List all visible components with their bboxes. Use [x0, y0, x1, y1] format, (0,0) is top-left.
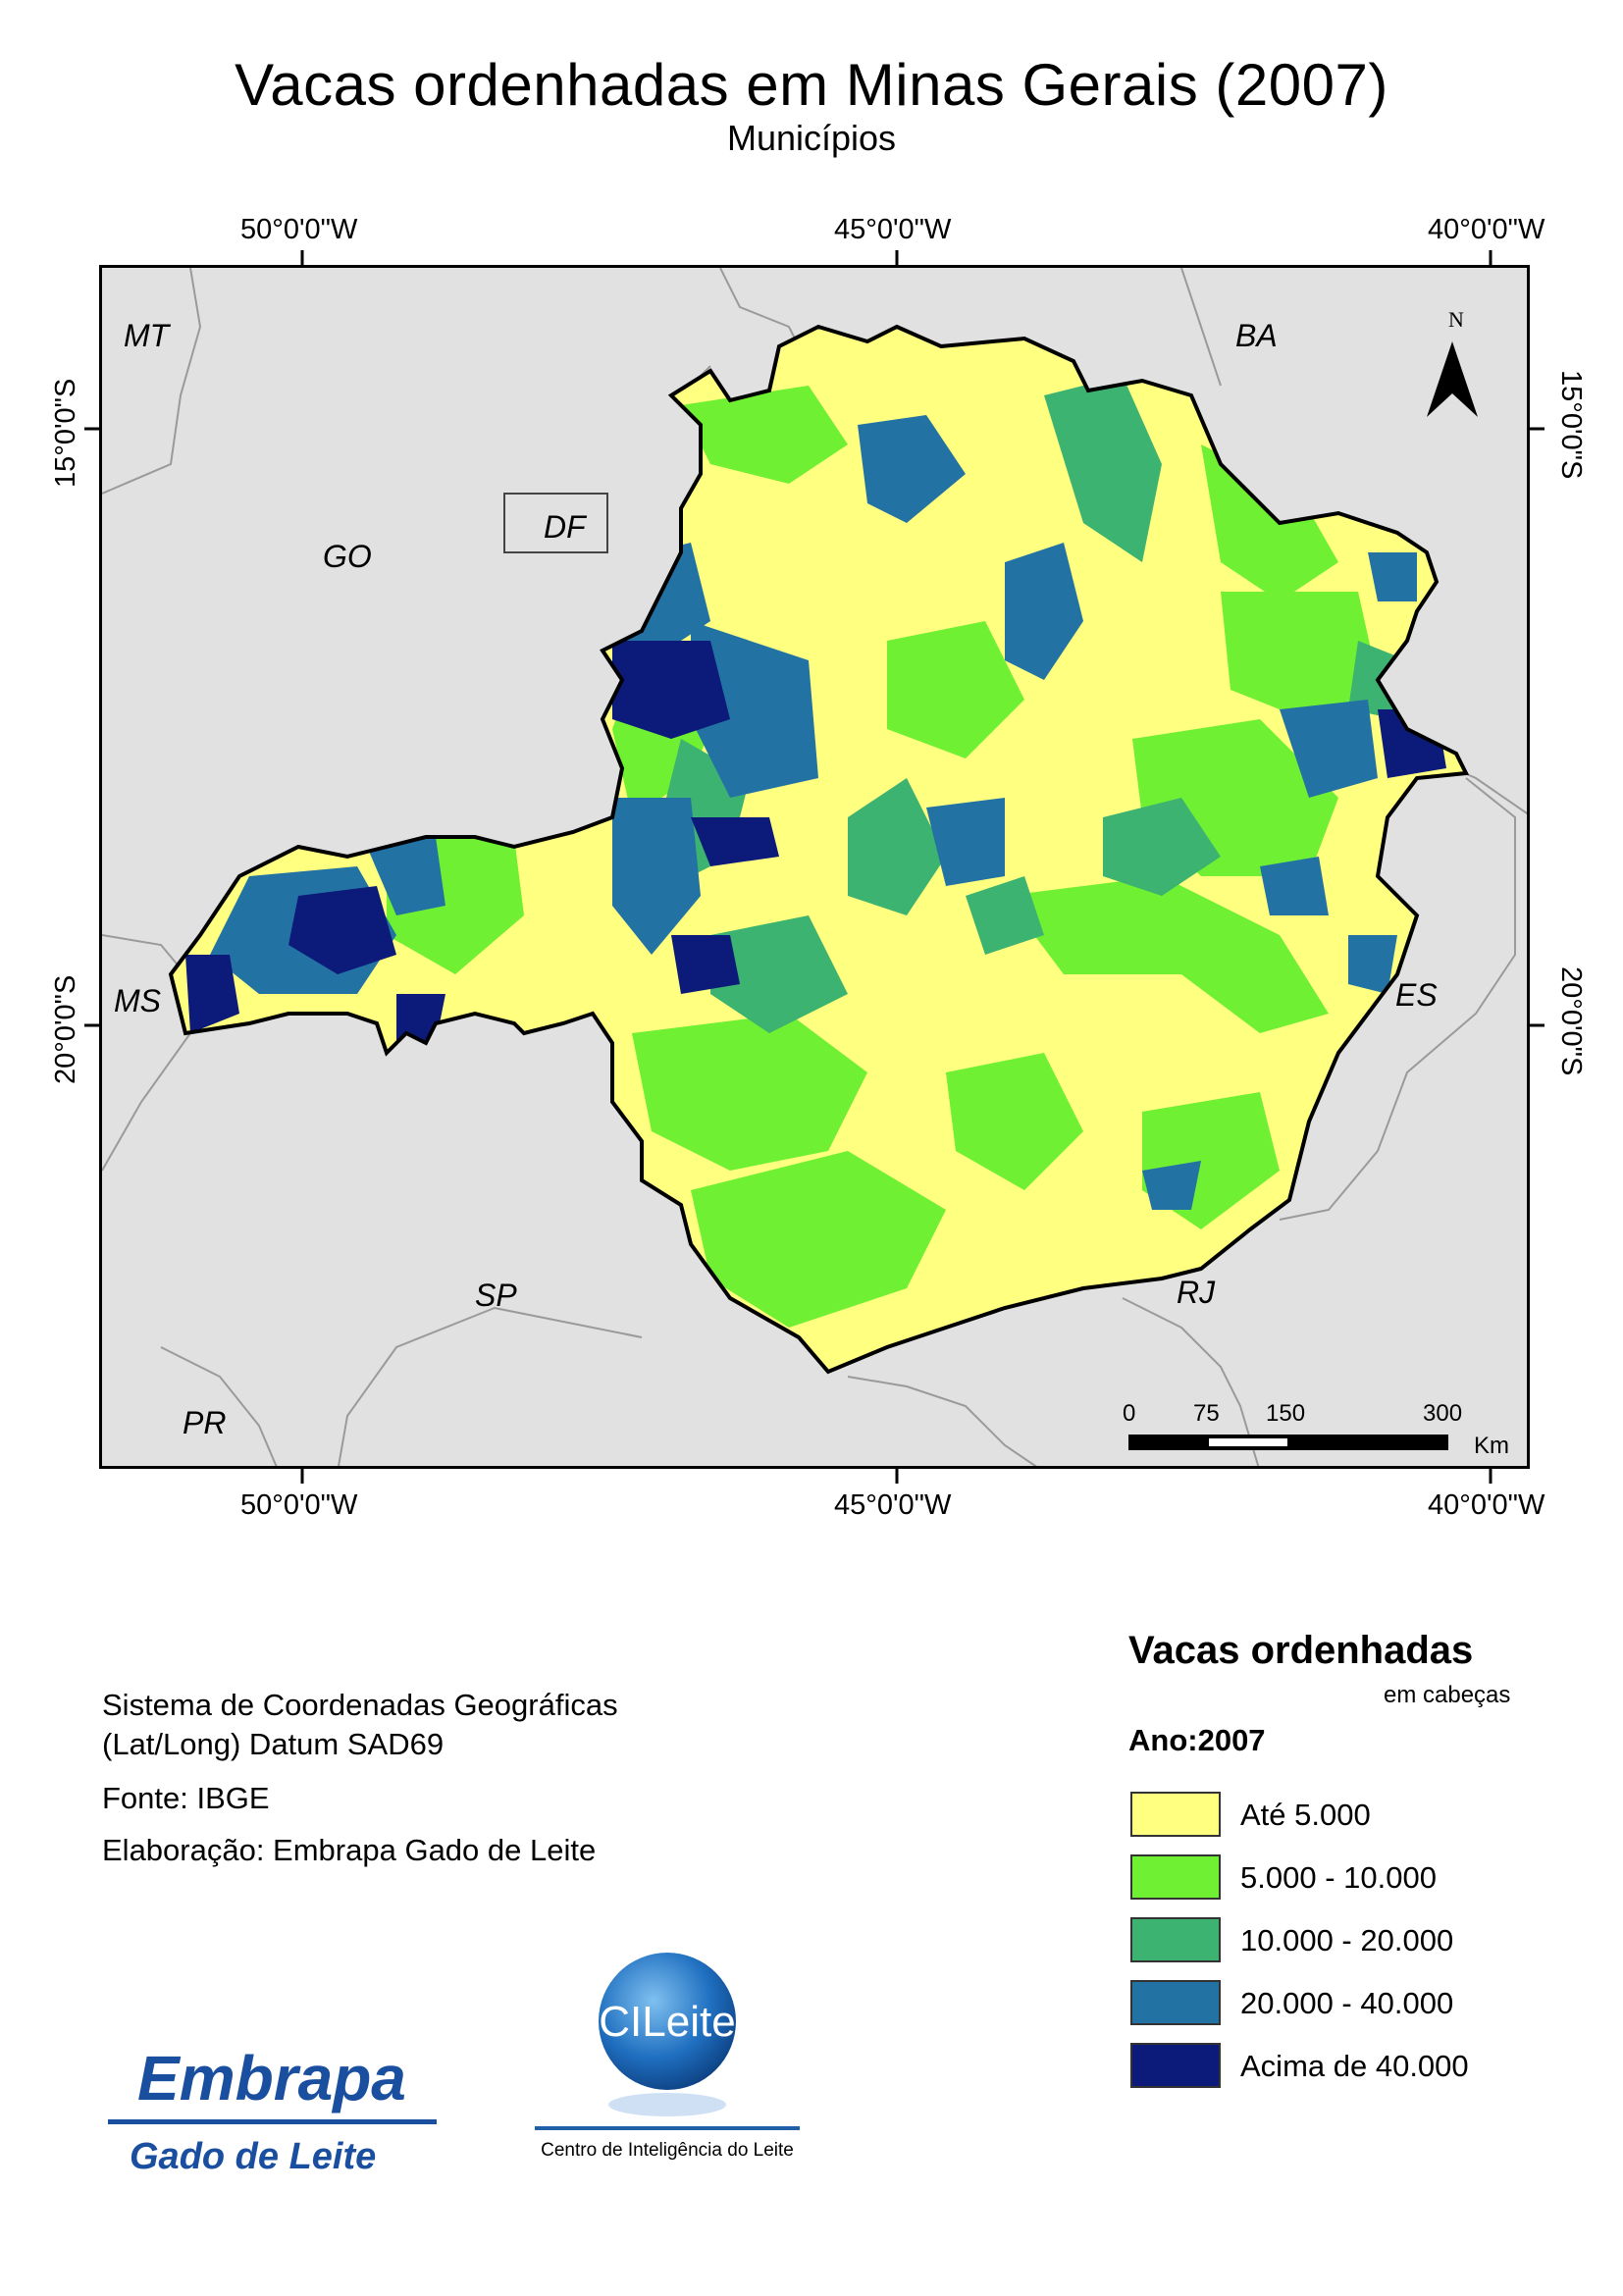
region-lightgreen-7: [632, 1014, 867, 1171]
legend-label-1: Até 5.000: [1240, 1798, 1371, 1832]
embrapa-logo: Embrapa Gado de Leite: [108, 2043, 437, 2177]
region-lightgreen-9: [946, 1053, 1083, 1190]
legend-label-5: Acima de 40.000: [1240, 2049, 1469, 2083]
scale-tick-75: 75: [1193, 1400, 1220, 1427]
scale-tick-300: 300: [1423, 1400, 1462, 1427]
region-navy-3: [185, 955, 239, 1033]
scale-bar-base: [1128, 1435, 1448, 1450]
north-arrow: N: [1427, 307, 1478, 417]
region-lightgreen-12: [887, 621, 1024, 758]
legend-swatch-3: [1130, 1917, 1221, 1962]
lon-label-top-40: 40°0'0"W: [1428, 214, 1545, 245]
map-subtitle: Municípios: [726, 118, 897, 158]
crs-line-1: Sistema de Coordenadas Geográficas: [102, 1688, 618, 1722]
scale-bar: 0 75 150 300 Km: [1123, 1400, 1509, 1459]
region-blue-12: [1348, 935, 1397, 994]
north-arrow-left-icon: [1427, 341, 1452, 417]
state-label-mt: MT: [124, 318, 172, 353]
legend-label-4: 20.000 - 40.000: [1240, 1986, 1454, 2020]
north-arrow-right-icon: [1452, 341, 1478, 417]
scale-unit: Km: [1474, 1433, 1509, 1459]
region-lightgreen-4: [1221, 592, 1378, 729]
df-district: [503, 493, 608, 553]
legend-swatch-2: [1130, 1854, 1221, 1900]
state-label-sp: SP: [475, 1278, 517, 1313]
state-label-go: GO: [323, 539, 372, 574]
grid-ticks: [84, 250, 1544, 1484]
region-blue-6: [367, 837, 445, 915]
legend-label-2: 5.000 - 10.000: [1240, 1860, 1437, 1895]
cileite-sub: Centro de Inteligência do Leite: [541, 2140, 794, 2161]
cileite-name: CILeite: [599, 1998, 735, 2046]
region-blue-9: [1368, 552, 1417, 601]
cileite-logo: CILeite Centro de Inteligência do Leite: [535, 1953, 800, 2161]
cileite-shadow-icon: [608, 2093, 726, 2116]
map-title: Vacas ordenhadas em Minas Gerais (2007): [235, 52, 1388, 118]
cileite-globe-icon: [599, 1953, 736, 2090]
legend-year: Ano:2007: [1128, 1723, 1266, 1757]
legend-swatch-1: [1130, 1792, 1221, 1837]
state-label-df: DF: [544, 509, 588, 545]
embrapa-sub: Gado de Leite: [130, 2136, 376, 2177]
state-label-es: ES: [1395, 977, 1438, 1013]
region-navy-5: [671, 935, 740, 994]
region-lightgreen-1: [681, 386, 848, 484]
legend-label-3: 10.000 - 20.000: [1240, 1923, 1454, 1957]
north-arrow-label: N: [1448, 307, 1464, 332]
region-navy-6: [691, 817, 779, 866]
region-navy-2: [288, 886, 396, 974]
legend-title: Vacas ordenhadas: [1128, 1629, 1474, 1672]
state-label-rj: RJ: [1177, 1275, 1216, 1310]
scale-bar-segment-white: [1209, 1438, 1287, 1446]
region-green-5: [1103, 798, 1221, 896]
region-lightgreen-6: [1005, 876, 1329, 1033]
cileite-line-icon: [535, 2126, 800, 2130]
region-blue-11: [1260, 857, 1329, 915]
region-blue-7: [612, 798, 701, 955]
lon-label-bottom-45: 45°0'0"W: [834, 1489, 952, 1521]
state-label-ba: BA: [1235, 318, 1278, 353]
choropleth-layer: [171, 327, 1466, 1372]
map-canvas: MT BA GO DF MS ES SP RJ PR N 0 75 150 30…: [102, 268, 1527, 1466]
state-label-pr: PR: [183, 1405, 226, 1440]
state-label-ms: MS: [114, 983, 161, 1018]
region-green-7: [966, 876, 1044, 955]
region-navy-1: [612, 641, 730, 739]
region-green-1: [1044, 376, 1162, 562]
region-green-3: [848, 778, 946, 915]
region-blue-13: [1142, 1161, 1201, 1210]
region-green-4: [710, 915, 848, 1033]
source-text: Fonte: IBGE: [102, 1781, 270, 1815]
region-lightgreen-3: [1201, 444, 1338, 601]
scale-tick-0: 0: [1123, 1400, 1135, 1427]
region-blue-8: [1280, 700, 1378, 798]
lon-label-bottom-50: 50°0'0"W: [240, 1489, 358, 1521]
legend-unit: em cabeças: [1384, 1682, 1511, 1708]
region-blue-1: [858, 415, 966, 523]
embrapa-name: Embrapa: [137, 2043, 406, 2113]
credit-text: Elaboração: Embrapa Gado de Leite: [102, 1833, 597, 1867]
region-blue-10: [926, 798, 1005, 886]
legend-swatch-5: [1130, 2043, 1221, 2088]
scale-tick-150: 150: [1266, 1400, 1305, 1427]
crs-line-2: (Lat/Long) Datum SAD69: [102, 1727, 445, 1761]
map-frame: MT BA GO DF MS ES SP RJ PR N 0 75 150 30…: [99, 265, 1530, 1469]
region-lightgreen-8: [691, 1151, 946, 1328]
legend-swatch-4: [1130, 1980, 1221, 2025]
lon-label-bottom-40: 40°0'0"W: [1428, 1489, 1545, 1521]
lon-label-top-45: 45°0'0"W: [834, 214, 952, 245]
embrapa-line-icon: [108, 2119, 437, 2124]
mg-base-yellow: [171, 327, 1466, 1372]
region-blue-4: [1005, 543, 1083, 680]
region-blue-3: [691, 621, 818, 798]
lon-label-top-50: 50°0'0"W: [240, 214, 358, 245]
